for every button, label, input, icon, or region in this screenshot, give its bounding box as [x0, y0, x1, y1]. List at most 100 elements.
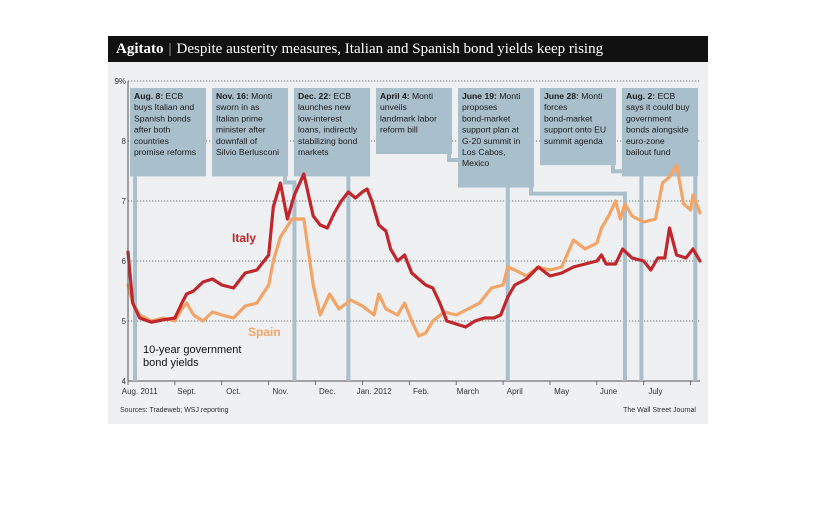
annotation-line: reform bill	[380, 125, 418, 135]
annotation-event-line	[611, 165, 644, 381]
annotation-line: ECB	[331, 91, 351, 101]
annotation-event-line	[447, 154, 510, 381]
y-axis-note-line: bond yields	[143, 357, 199, 369]
annotation-line: loans, indirectly	[298, 125, 358, 135]
annotation-line: buys Italian and	[134, 102, 194, 112]
annotation-event-line	[529, 187, 627, 381]
annotation-text: Dec. 22: ECB launches new low-interest loan…	[298, 91, 358, 157]
annotation-line: after both	[134, 125, 171, 135]
annotation-line: forces	[544, 102, 567, 112]
x-tick-label: Nov.	[272, 387, 288, 396]
series-layer	[126, 163, 702, 338]
header-lead: Agitato	[116, 41, 164, 57]
y-tick-label: 7	[122, 197, 127, 206]
annotation-line: downfall of	[216, 136, 258, 146]
annotation-line: euro-zone	[626, 136, 665, 146]
annotation-line: low-interest	[298, 113, 343, 123]
annotation-line: government	[626, 113, 672, 123]
annotation-text: Nov. 16: Monti sworn in as Italian prime mi…	[216, 91, 279, 157]
annotation-line: support plan at	[462, 125, 519, 135]
annotation-line: G-20 summit in	[462, 136, 520, 146]
y-tick-label: 5	[122, 317, 127, 326]
annotation-text: Aug. 8: ECB buys Italian and Spanish bonds…	[134, 91, 196, 157]
annotation-line: bond-market	[544, 113, 593, 123]
annotation-callout: June 28: Monti forces bond-market support o…	[540, 88, 616, 166]
annotation-callout: Aug. 8: ECB buys Italian and Spanish bonds…	[130, 88, 206, 177]
annotation-box	[376, 88, 452, 154]
footer-credit: The Wall Street Journal	[623, 407, 696, 414]
annotation-line: minister after	[216, 125, 266, 135]
annotation-callout: April 4: Monti unveils landmark labor refor…	[376, 88, 452, 154]
series-label-italy: Italy	[232, 231, 256, 245]
annotation-line: markets	[298, 147, 329, 157]
series-line-italy	[126, 172, 702, 329]
annotation-line: proposes	[462, 102, 497, 112]
annotation-line: Monti	[410, 91, 433, 101]
x-tick-label: July	[648, 387, 662, 396]
annotation-line: ECB	[655, 91, 675, 101]
annotation-text: April 4: Monti unveils landmark labor refor…	[380, 91, 437, 135]
x-tick-label: Feb.	[413, 387, 429, 396]
annotation-date: Aug. 2:	[626, 91, 655, 101]
annotation-box	[212, 88, 288, 177]
annotation-line: Los Cabos,	[462, 147, 505, 157]
header-separator: |	[168, 41, 172, 57]
x-tick-label: June	[600, 387, 618, 396]
annotation-line: Italian prime	[216, 113, 263, 123]
annotation-box	[458, 88, 534, 188]
annotation-line: Silvio Berlusconi	[216, 147, 279, 157]
annotation-date: April 4:	[380, 91, 410, 101]
annotation-line: ECB	[163, 91, 183, 101]
footer-source: Sources: Tradeweb; WSJ reporting	[120, 407, 229, 414]
annotation-callout: June 19: Monti proposes bond-market support…	[458, 88, 534, 188]
x-tick-label: Aug. 2011	[122, 387, 158, 396]
y-tick-label: 6	[122, 257, 127, 266]
annotation-line: promise reforms	[134, 147, 196, 157]
annotation-line: countries	[134, 136, 169, 146]
annotation-line: Monti	[579, 91, 602, 101]
annotation-date: June 28:	[544, 91, 579, 101]
annotation-line: bonds alongside	[626, 125, 689, 135]
annotation-line: landmark labor	[380, 113, 437, 123]
y-axis-note-line: 10-year government	[143, 344, 241, 356]
annotation-line: Spanish bonds	[134, 113, 191, 123]
annotation-box	[622, 88, 698, 177]
annotation-line: sworn in as	[216, 102, 259, 112]
annotation-date: June 19:	[462, 91, 497, 101]
annotation-event-line	[283, 176, 297, 381]
annotation-line: says it could buy	[626, 102, 690, 112]
x-tick-label: Sept.	[177, 387, 196, 396]
series-line-spain	[126, 163, 702, 338]
x-tick-label: April	[507, 387, 523, 396]
annotation-box	[294, 88, 370, 177]
chart-frame: Agitato | Despite austerity measures, Ital…	[108, 36, 708, 424]
x-tick-label: Dec.	[319, 387, 335, 396]
y-tick-label: 8	[122, 137, 127, 146]
x-tick-label: Jan. 2012	[357, 387, 393, 396]
annotation-line: Monti	[497, 91, 520, 101]
annotation-line: summit agenda	[544, 136, 603, 146]
annotation-text: Aug. 2: ECB says it could buy government bo…	[626, 91, 690, 157]
annotation-line: Mexico	[462, 158, 489, 168]
annotation-date: Dec. 22:	[298, 91, 331, 101]
bond-yield-chart: Aug. 8: ECB buys Italian and Spanish bonds…	[114, 77, 702, 414]
header-title: Despite austerity measures, Italian and …	[176, 41, 604, 57]
chart-header: Agitato | Despite austerity measures, Ital…	[108, 36, 708, 62]
annotation-line: unveils	[380, 102, 407, 112]
annotation-callout: Aug. 2: ECB says it could buy government bo…	[622, 88, 698, 177]
y-tick-label: 4	[122, 377, 127, 386]
axis-layer: 4 5 6 7 8 9% Aug. 2011 Sept. Oct. Nov. Dec. Jan. 20…	[114, 77, 692, 396]
annotation-callout: Dec. 22: ECB launches new low-interest loan…	[294, 88, 370, 177]
annotation-line: support onto EU	[544, 125, 606, 135]
annotation-text: June 28: Monti forces bond-market support o…	[544, 91, 606, 146]
callout-layer: Aug. 8: ECB buys Italian and Spanish bonds…	[130, 88, 698, 188]
annotation-line: bailout fund	[626, 147, 671, 157]
series-label-spain: Spain	[248, 325, 281, 339]
annotation-box	[540, 88, 616, 166]
annotation-date: Nov. 16:	[216, 91, 249, 101]
annotation-line: launches new	[298, 102, 351, 112]
annotation-line: bond-market	[462, 113, 511, 123]
annotation-line: Monti	[249, 91, 272, 101]
annotation-text: June 19: Monti proposes bond-market support…	[462, 91, 520, 168]
x-tick-label: March	[457, 387, 479, 396]
